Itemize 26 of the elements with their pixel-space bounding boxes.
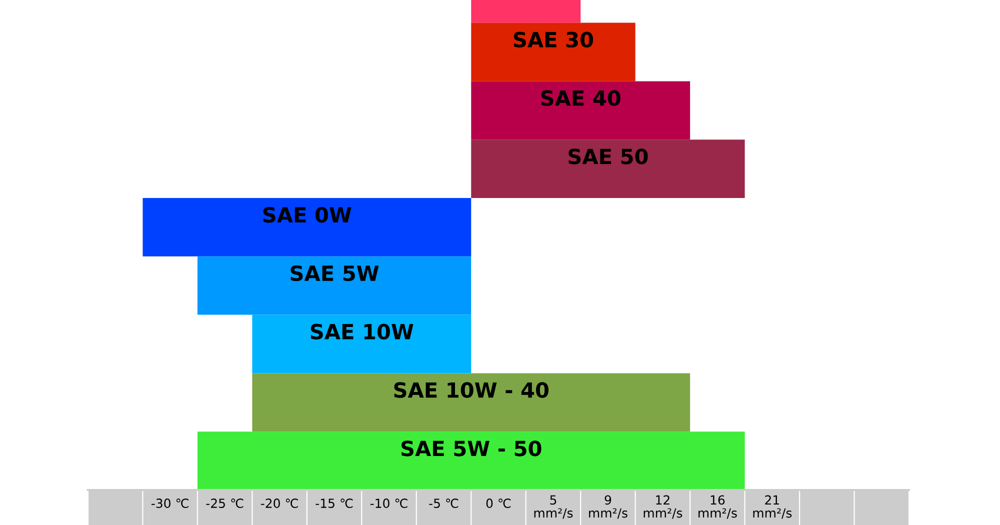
x-tick-label: 0 ℃ bbox=[486, 498, 511, 508]
bar bbox=[252, 373, 690, 432]
y-tick-label: SAE 10W bbox=[310, 324, 414, 340]
text: 9 mm²/s bbox=[589, 495, 628, 519]
x-tick-label: -5 ℃ bbox=[429, 498, 458, 508]
y-tick-label: SAE 30 bbox=[514, 32, 594, 48]
bar bbox=[471, 140, 745, 198]
text: 12 mm²/s bbox=[644, 495, 682, 519]
text: 16 mm²/s bbox=[698, 495, 737, 519]
x-tick-label: -30 ℃ bbox=[151, 498, 188, 508]
text: 5 mm²/s bbox=[534, 495, 573, 519]
x-tick-label: -20 ℃ bbox=[260, 498, 298, 508]
bar bbox=[197, 256, 472, 315]
y-tick-label: SAE 5W - 50 bbox=[402, 440, 542, 456]
y-tick-label: SAE 50 bbox=[568, 148, 648, 164]
bar bbox=[471, 81, 690, 140]
bar bbox=[252, 314, 472, 374]
y-tick-label: SAE 10W - 40 bbox=[394, 382, 549, 398]
y-tick-label: SAE 40 bbox=[541, 90, 620, 106]
x-tick-label: -25 ℃ bbox=[206, 498, 244, 508]
text: 21 mm²/s bbox=[753, 495, 792, 519]
y-tick-label: SAE 0W bbox=[263, 206, 352, 223]
x-tick-label: -10 ℃ bbox=[370, 498, 408, 508]
y-tick-label: SAE 5W bbox=[290, 265, 379, 282]
x-tick-label: -15 ℃ bbox=[316, 498, 353, 508]
bar bbox=[142, 198, 472, 256]
